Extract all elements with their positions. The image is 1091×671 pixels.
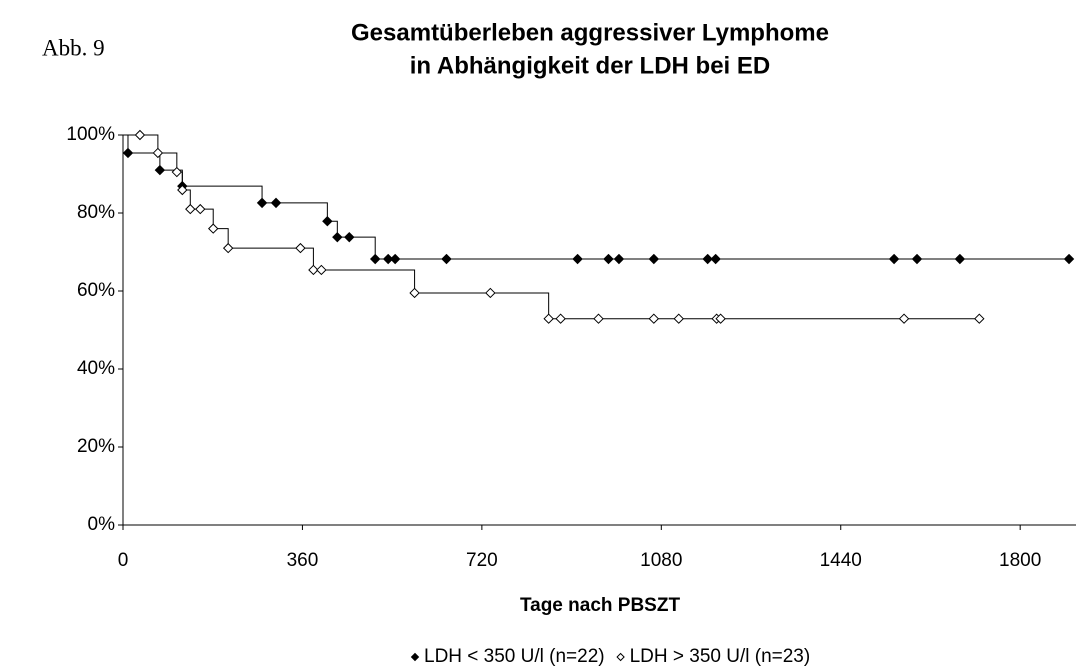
marker [648,313,660,324]
marker [295,242,306,254]
marker [898,313,910,324]
chart-title: Gesamtüberleben aggressiver Lymphome [351,19,829,46]
marker [134,129,146,141]
marker [171,166,183,178]
x-tick-label: 1800 [999,550,1041,571]
x-tick-label: 1440 [820,550,862,571]
marker [332,231,343,243]
marker [208,223,219,234]
marker [222,242,234,254]
marker [308,264,319,276]
marker [152,147,164,159]
marker [715,313,726,324]
x-tick-label: 720 [466,550,498,571]
marker [572,253,583,265]
marker [195,203,206,215]
legend-marker [616,652,625,662]
x-tick-label: 0 [118,550,129,571]
legend-label: LDH > 350 U/l (n=23) [630,646,811,667]
marker [369,253,381,265]
marker [888,253,900,265]
survival-line [123,134,980,320]
marker [603,253,614,265]
marker [122,147,134,159]
marker [256,197,268,209]
marker [710,253,721,265]
marker [389,253,401,265]
x-tick-label: 1080 [640,550,682,571]
marker [485,287,496,299]
chart-subtitle: in Abhängigkeit der LDH bei ED [410,52,770,79]
y-tick-label: 20% [77,436,115,457]
marker [543,313,554,324]
marker [613,253,625,265]
y-tick-label: 60% [77,280,115,301]
marker [555,313,566,324]
survival-line [123,134,1070,260]
x-axis-title: Tage nach PBSZT [520,595,681,616]
marker [911,253,923,265]
marker [344,231,355,243]
legend-marker [410,652,420,662]
legend-label: LDH < 350 U/l (n=22) [424,646,605,667]
marker [648,253,660,265]
x-tick-label: 360 [287,550,319,571]
marker [974,313,985,324]
y-tick-label: 100% [66,124,115,145]
marker [1063,253,1075,265]
marker [954,253,966,265]
marker [593,313,604,324]
y-tick-label: 0% [88,514,116,535]
marker [177,184,188,196]
figure-label: Abb. 9 [42,35,105,60]
marker [185,203,196,215]
marker [154,164,166,176]
marker [316,264,327,276]
y-tick-label: 80% [77,202,115,223]
y-tick-label: 40% [77,358,115,379]
marker [441,253,452,265]
marker [673,313,684,324]
marker [270,197,282,209]
marker [322,215,333,227]
marker [382,253,394,265]
marker [702,253,713,265]
marker [409,287,420,299]
